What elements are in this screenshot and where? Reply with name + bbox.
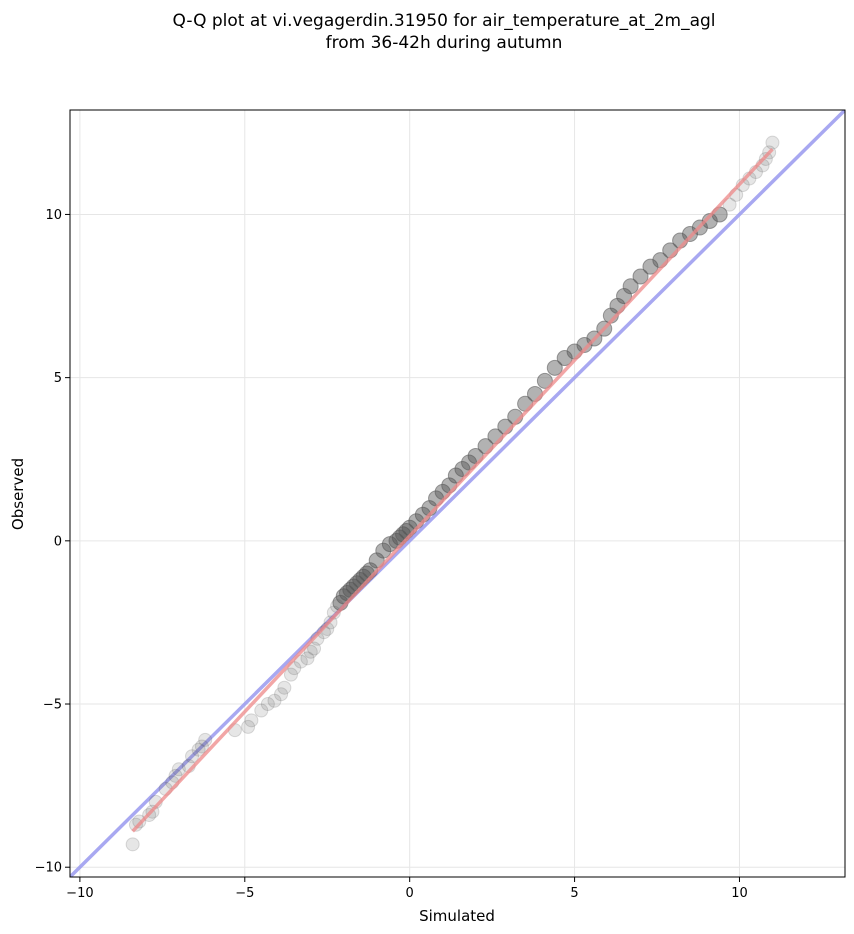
data-point — [303, 644, 318, 659]
data-point — [198, 732, 213, 747]
data-point — [244, 713, 259, 728]
data-point — [722, 197, 737, 212]
x-axis-label: Simulated — [419, 907, 495, 925]
fit-line — [131, 147, 774, 833]
data-point — [536, 372, 553, 389]
data-point — [185, 749, 200, 764]
data-point — [293, 654, 308, 669]
y-tick-label: 0 — [54, 534, 62, 549]
data-point — [447, 467, 464, 484]
data-point — [642, 258, 659, 275]
data-point — [168, 768, 183, 783]
data-point — [682, 226, 698, 243]
plot-frame — [69, 109, 846, 878]
y-tick-label: 10 — [45, 208, 62, 223]
x-tick-label: 10 — [731, 886, 748, 901]
grid-lines — [70, 110, 845, 877]
data-point — [260, 697, 275, 712]
data-point — [267, 693, 282, 708]
x-tick-label: 5 — [570, 886, 578, 901]
x-axis: −10 −5 0 5 10 — [66, 877, 748, 901]
plot-area — [70, 110, 845, 877]
data-point — [616, 288, 633, 305]
data-point — [171, 762, 186, 777]
data-point — [241, 719, 256, 734]
data-point — [576, 336, 593, 353]
data-point — [765, 135, 780, 150]
y-axis: −10 −5 0 5 10 — [35, 208, 70, 876]
x-tick-label: 0 — [406, 886, 414, 901]
y-axis-label: Observed — [9, 458, 27, 530]
reference-line-1to1 — [70, 110, 845, 877]
y-tick-label: −5 — [43, 698, 62, 713]
data-point — [622, 278, 639, 295]
y-tick-label: 5 — [54, 371, 62, 386]
data-point — [125, 837, 140, 852]
data-point — [556, 350, 573, 367]
x-tick-label: −10 — [66, 886, 93, 901]
data-point — [454, 461, 471, 478]
data-point — [632, 268, 649, 285]
data-point — [283, 667, 298, 682]
data-point — [128, 817, 143, 832]
data-point — [254, 703, 269, 718]
data-point — [191, 742, 206, 757]
data-point — [277, 680, 292, 695]
data-point — [194, 739, 209, 754]
data-point — [375, 542, 392, 559]
data-point — [307, 641, 322, 656]
y-tick-label: −10 — [35, 861, 62, 876]
data-point — [300, 651, 315, 666]
data-point — [368, 552, 385, 569]
chart-title-line-1: Q-Q plot at vi.vegagerdin.31950 for air_… — [172, 11, 715, 31]
data-point — [274, 687, 289, 702]
data-point — [546, 359, 563, 376]
x-tick-label: −5 — [235, 886, 254, 901]
chart-title-line-2: from 36-42h during autumn — [326, 33, 563, 53]
